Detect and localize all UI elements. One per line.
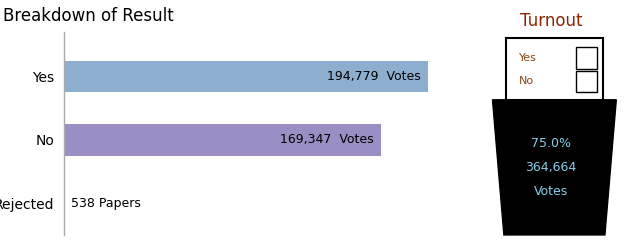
Text: 194,779  Votes: 194,779 Votes [327, 70, 420, 83]
Text: 364,664: 364,664 [525, 161, 577, 174]
FancyBboxPatch shape [576, 47, 597, 68]
Polygon shape [493, 100, 616, 235]
Text: Yes: Yes [519, 53, 536, 63]
Text: 75.0%: 75.0% [531, 137, 571, 150]
Text: Turnout: Turnout [520, 12, 582, 30]
Text: Breakdown of Result: Breakdown of Result [3, 7, 174, 25]
FancyBboxPatch shape [505, 38, 603, 100]
Text: No: No [519, 76, 534, 86]
Bar [64, 202, 65, 204]
Bar [64, 61, 428, 92]
FancyBboxPatch shape [576, 71, 597, 92]
Bar [64, 124, 381, 156]
Text: 538 Papers: 538 Papers [70, 197, 141, 209]
Text: Votes: Votes [534, 185, 568, 198]
Text: 169,347  Votes: 169,347 Votes [279, 133, 373, 146]
